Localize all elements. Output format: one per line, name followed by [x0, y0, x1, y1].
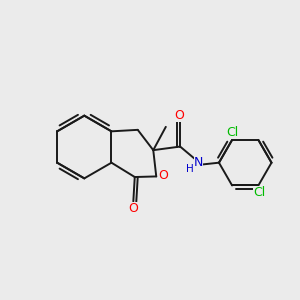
Text: O: O [175, 109, 184, 122]
Text: O: O [128, 202, 138, 214]
Text: N: N [194, 156, 203, 169]
Text: H: H [186, 164, 194, 174]
Text: Cl: Cl [253, 186, 265, 199]
Text: Cl: Cl [226, 126, 239, 139]
Text: O: O [158, 169, 168, 182]
